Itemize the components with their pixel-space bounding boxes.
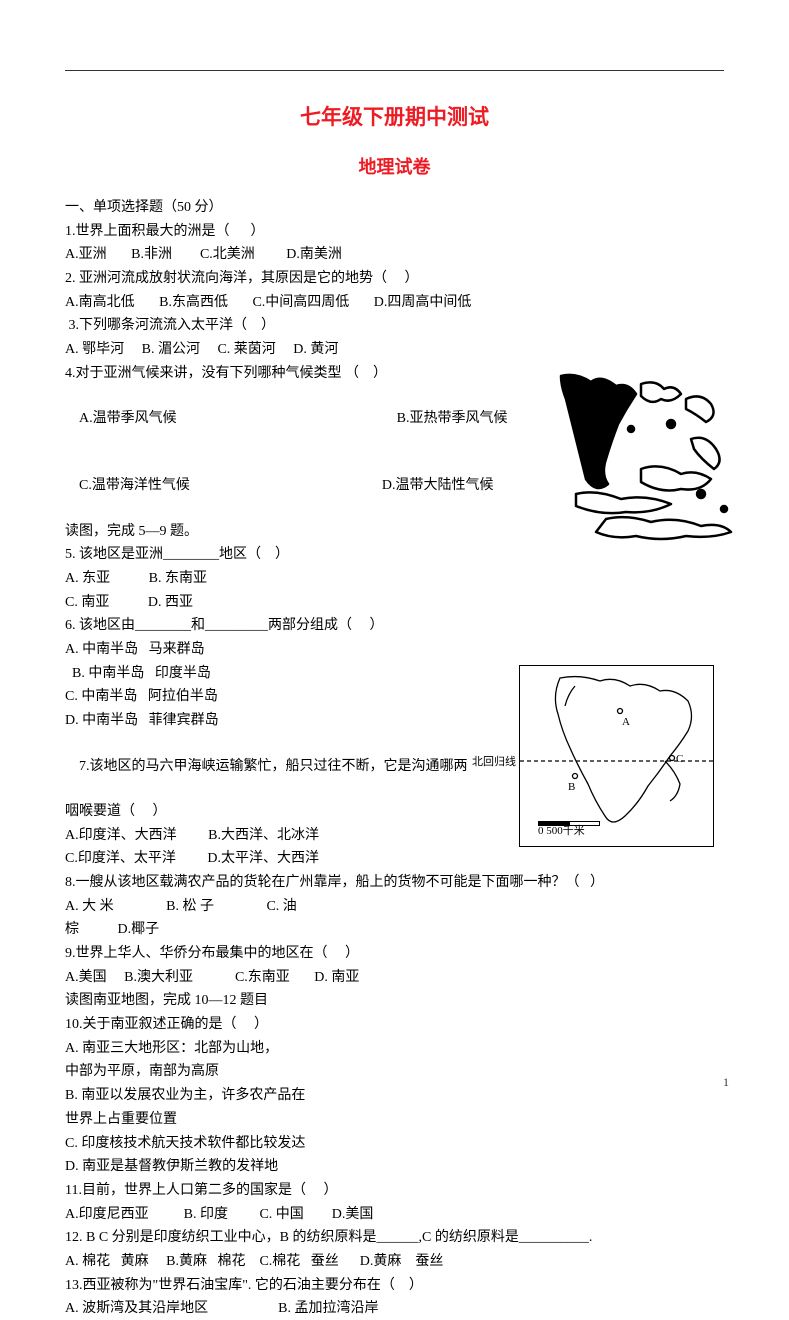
read-10-12: 读图南亚地图，完成 10—12 题目	[65, 990, 724, 1012]
q6-a: A. 中南半岛 马来群岛	[65, 639, 724, 661]
top-rule	[65, 70, 724, 71]
q2-opts: A.南高北低 B.东高西低 C.中间高四周低 D.四周高中间低	[65, 292, 724, 314]
q10-c: C. 印度核技术航天技术软件都比较发达	[65, 1133, 724, 1155]
tropic-label: 北回归线	[472, 754, 516, 771]
q9-opts: A.美国 B.澳大利亚 C.东南亚 D. 南亚	[65, 967, 724, 989]
q3-opts: A. 鄂毕河 B. 湄公河 C. 莱茵河 D. 黄河	[65, 339, 724, 361]
title-main: 七年级下册期中测试	[65, 101, 724, 131]
q9-stem: 9.世界上华人、华侨分布最集中的地区在（ ）	[65, 943, 724, 965]
q8-opts2: 棕 D.椰子	[65, 919, 724, 941]
south-asia-map: 北回归线 A B C 0 500千米	[519, 665, 714, 847]
q8-opts1: A. 大 米 B. 松 子 C. 油	[65, 896, 724, 918]
southeast-asia-map	[546, 364, 736, 552]
q4-a: A.温带季风气候	[79, 411, 177, 426]
scale-bar	[538, 821, 600, 826]
q11-opts: A.印度尼西亚 B. 印度 C. 中国 D.美国	[65, 1204, 724, 1226]
q12-opts: A. 棉花 黄麻 B.黄麻 棉花 C.棉花 蚕丝 D.黄麻 蚕丝	[65, 1251, 724, 1273]
q4-c: C.温带海洋性气候	[79, 478, 190, 493]
q10-b1: B. 南亚以发展农业为主，许多农产品在	[65, 1085, 724, 1107]
q5-ab: A. 东亚 B. 东南亚	[65, 568, 724, 590]
q5-cd: C. 南亚 D. 西亚	[65, 592, 724, 614]
q1-opts: A.亚洲 B.非洲 C.北美洲 D.南美洲	[65, 244, 724, 266]
section-heading: 一、单项选择题（50 分）	[65, 197, 724, 219]
exam-content: 北回归线 A B C 0 500千米 一、单项选择题（50 分） 1.世界上面积…	[65, 197, 724, 1320]
q2-stem: 2. 亚洲河流成放射状流向海洋，其原因是它的地势（ ）	[65, 268, 724, 290]
q4-d: D.温带大陆性气候	[382, 478, 494, 493]
q10-d: D. 南亚是基督教伊斯兰教的发祥地	[65, 1156, 724, 1178]
q6-stem: 6. 该地区由________和_________两部分组成（ ）	[65, 615, 724, 637]
q13-stem: 13.西亚被称为"世界石油宝库". 它的石油主要分布在（ ）	[65, 1275, 724, 1297]
q10-a2: 中部为平原，南部为高原	[65, 1061, 724, 1083]
q8-stem: 8.一艘从该地区载满农产品的货轮在广州靠岸，船上的货物不可能是下面哪一种？（ ）	[65, 872, 724, 894]
q11-stem: 11.目前，世界上人口第二多的国家是（ ）	[65, 1180, 724, 1202]
q10-b2: 世界上占重要位置	[65, 1109, 724, 1131]
title-sub: 地理试卷	[65, 153, 724, 179]
india-point-a: A	[622, 714, 630, 731]
q13-opts: A. 波斯湾及其沿岸地区 B. 孟加拉湾沿岸	[65, 1298, 724, 1320]
q12-stem: 12. B C 分别是印度纺织工业中心，B 的纺织原料是______,C 的纺织…	[65, 1227, 724, 1249]
india-point-b: B	[568, 779, 575, 796]
q7-opts2: C.印度洋、太平洋 D.太平洋、大西洋	[65, 848, 724, 870]
q1-stem: 1.世界上面积最大的洲是（ ）	[65, 221, 724, 243]
q3-stem: 3.下列哪条河流流入太平洋（ ）	[65, 315, 724, 337]
india-point-c: C	[676, 751, 683, 768]
q10-stem: 10.关于南亚叙述正确的是（ ）	[65, 1014, 724, 1036]
page-number: 1	[723, 1075, 729, 1090]
q7-stem-a: 7.该地区的马六甲海峡运输繁忙，船只过往不断，它是沟通哪两	[79, 759, 468, 774]
q4-b: B.亚热带季风气候	[397, 411, 508, 426]
q10-a1: A. 南亚三大地形区：北部为山地，	[65, 1038, 724, 1060]
